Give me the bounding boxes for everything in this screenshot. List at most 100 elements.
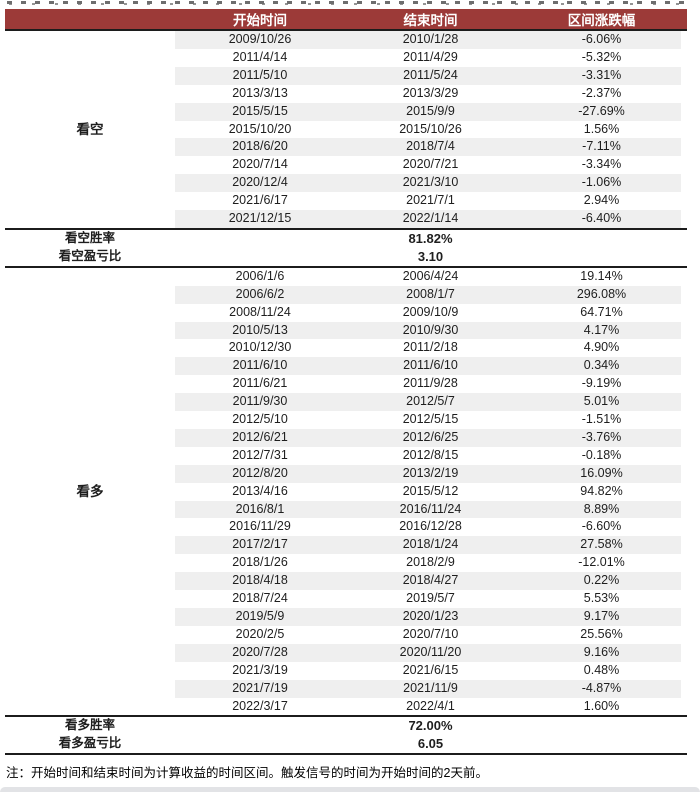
table-row: 2013/4/16 2015/5/12 94.82% <box>5 483 687 501</box>
cell-return: -5.32% <box>581 49 622 64</box>
cell-return: 5.53% <box>583 591 620 606</box>
cell-end-time: 2018/4/27 <box>345 572 516 591</box>
cell-return: -9.19% <box>581 376 622 391</box>
table-row: 2015/10/20 2015/10/26 1.56% <box>5 121 687 139</box>
cell-return: -1.06% <box>516 174 687 193</box>
cell-return: -6.06% <box>516 30 687 49</box>
cell-return: 8.89% <box>516 500 687 519</box>
empty-cell <box>175 247 345 268</box>
cell-return: 9.17% <box>516 608 687 626</box>
table-row: 2022/3/17 2022/4/1 1.60% <box>5 698 687 717</box>
cell-end-time: 2013/2/19 <box>345 464 516 483</box>
cell-return: 27.58% <box>516 536 687 555</box>
cell-start-time: 2018/4/18 <box>175 572 345 591</box>
cell-start-time: 2021/3/19 <box>232 662 288 677</box>
summary-row: 看空盈亏比 3.10 <box>5 247 687 268</box>
cell-end-time: 2015/9/9 <box>345 102 516 121</box>
table-row: 2012/5/10 2012/5/15 -1.51% <box>5 411 687 429</box>
empty-cell <box>516 247 687 268</box>
cell-end-time: 2011/6/10 <box>345 357 516 376</box>
cell-start-time: 2015/5/15 <box>175 102 345 121</box>
cell-end-time: 2010/9/30 <box>345 321 516 340</box>
summary-row: 看多盈亏比 6.05 <box>5 735 687 756</box>
cell-return: -1.51% <box>581 412 622 427</box>
cell-start-time: 2012/7/31 <box>232 447 288 462</box>
table-body: 看空 2009/10/26 2010/1/28 -6.06% 2011/4/14 2011… <box>5 30 687 756</box>
cell-return: 1.56% <box>583 121 620 136</box>
summary-value: 72.00% <box>345 715 516 736</box>
table-row: 2012/7/31 2012/8/15 -0.18% <box>5 447 687 465</box>
cell-end-time: 2015/10/26 <box>399 121 462 136</box>
cell-start-time: 2015/10/20 <box>228 121 292 136</box>
cell-return: -0.18% <box>581 447 622 462</box>
col-header-end-time: 结束时间 <box>345 9 516 31</box>
table-row: 2021/12/15 2022/1/14 -6.40% <box>5 210 687 229</box>
cell-return: -3.76% <box>516 428 687 447</box>
cell-start-time: 2009/10/26 <box>175 30 345 49</box>
cell-end-time: 2021/7/1 <box>406 193 455 208</box>
cell-start-time: 2006/6/2 <box>175 285 345 304</box>
table-row: 2008/11/24 2009/10/9 64.71% <box>5 304 687 322</box>
table-row: 2011/6/21 2011/9/28 -9.19% <box>5 375 687 393</box>
cell-return: 25.56% <box>580 626 623 641</box>
cell-end-time: 2021/3/10 <box>345 174 516 193</box>
table-row: 2018/4/18 2018/4/27 0.22% <box>5 572 687 591</box>
cell-start-time: 2012/6/21 <box>175 428 345 447</box>
col-header-start-time: 开始时间 <box>175 9 345 31</box>
table-row: 2021/7/19 2021/11/9 -4.87% <box>5 679 687 698</box>
cell-start-time: 2008/11/24 <box>229 304 291 319</box>
cell-start-time: 2020/7/14 <box>232 157 288 172</box>
cell-start-time: 2011/9/30 <box>175 393 345 412</box>
table-row: 看空 2009/10/26 2010/1/28 -6.06% <box>5 30 687 229</box>
cell-start-time: 2018/7/24 <box>232 591 288 606</box>
summary-label: 看空胜率 <box>5 227 175 248</box>
table-row: 2016/8/1 2016/11/24 8.89% <box>5 500 687 519</box>
empty-cell <box>516 227 687 248</box>
table-row: 2020/7/14 2020/7/21 -3.34% <box>5 156 687 174</box>
cell-return: 4.90% <box>583 340 620 355</box>
signal-performance-table: 开始时间 结束时间 区间涨跌幅 看空 2009/10/26 2010/1/28 -6.… <box>5 9 687 756</box>
cell-return: -27.69% <box>516 102 687 121</box>
cell-end-time: 2011/5/24 <box>345 66 516 85</box>
summary-label: 看多盈亏比 <box>5 735 175 756</box>
cell-end-time: 2021/6/15 <box>402 662 459 677</box>
cell-start-time: 2018/6/20 <box>175 138 345 157</box>
cell-return: 4.17% <box>516 321 687 340</box>
table-row: 2011/9/30 2012/5/7 5.01% <box>5 393 687 412</box>
header-row: 开始时间 结束时间 区间涨跌幅 <box>5 9 687 31</box>
summary-value: 81.82% <box>345 227 516 248</box>
cell-return: 1.60% <box>583 698 620 713</box>
cell-return: 5.01% <box>516 393 687 412</box>
cell-start-time: 2006/1/6 <box>235 268 285 283</box>
summary-row: 看空胜率 81.82% <box>5 227 687 248</box>
summary-label: 看多胜率 <box>5 715 175 736</box>
table-row: 2010/12/30 2011/2/18 4.90% <box>5 339 687 357</box>
table-row: 2011/4/14 2011/4/29 -5.32% <box>5 49 687 67</box>
table-row: 2012/8/20 2013/2/19 16.09% <box>5 464 687 483</box>
cell-start-time: 2012/8/20 <box>175 464 345 483</box>
cell-start-time: 2020/2/5 <box>235 626 285 641</box>
empty-cell <box>516 735 687 756</box>
empty-cell <box>175 715 345 736</box>
summary-row: 看多胜率 72.00% <box>5 715 687 736</box>
cell-start-time: 2011/6/10 <box>175 357 345 376</box>
cell-return: -3.34% <box>581 157 622 172</box>
cell-end-time: 2018/7/4 <box>345 138 516 157</box>
cell-return: -7.11% <box>516 138 687 157</box>
cell-return: 2.94% <box>583 193 620 208</box>
cell-end-time: 2021/11/9 <box>345 679 516 698</box>
cell-start-time: 2021/12/15 <box>175 210 345 229</box>
table-row: 2006/6/2 2008/1/7 296.08% <box>5 285 687 304</box>
cell-start-time: 2017/2/17 <box>175 536 345 555</box>
cell-return: 9.16% <box>516 643 687 662</box>
cropped-title-fragments <box>7 1 693 6</box>
cell-end-time: 2015/5/12 <box>402 483 459 498</box>
empty-cell <box>175 735 345 756</box>
cell-end-time: 2020/7/10 <box>402 626 459 641</box>
col-header-return: 区间涨跌幅 <box>516 9 687 31</box>
cell-end-time: 2012/5/7 <box>345 393 516 412</box>
cell-start-time: 2018/1/26 <box>232 555 288 570</box>
cell-end-time: 2020/1/23 <box>345 608 516 626</box>
cell-start-time: 2016/11/29 <box>229 519 291 534</box>
